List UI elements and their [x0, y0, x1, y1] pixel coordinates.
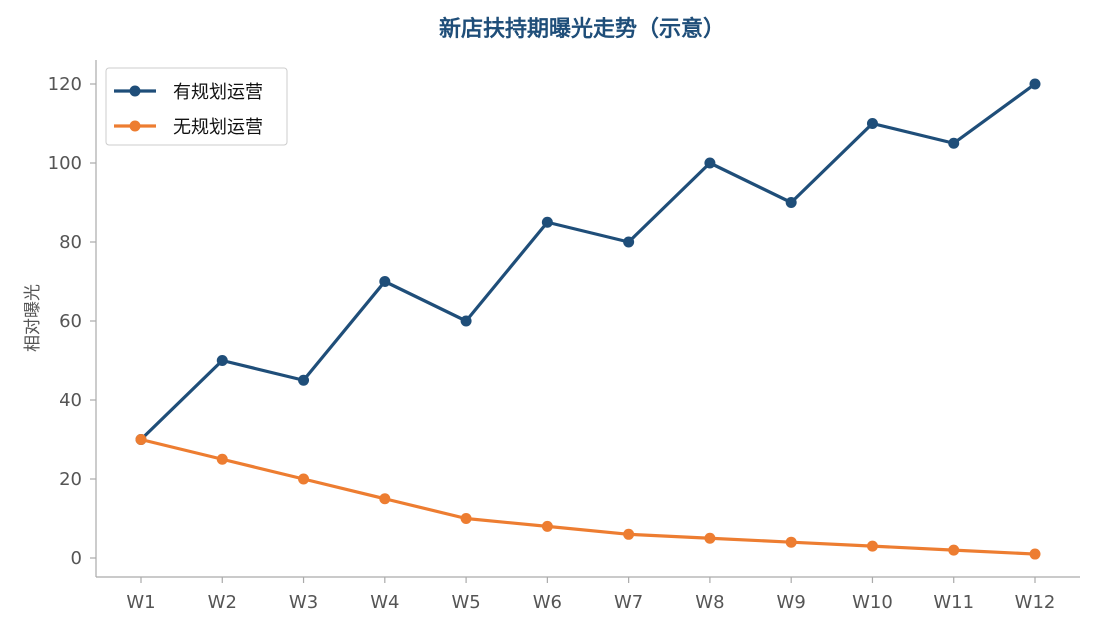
- data-point: [541, 520, 553, 532]
- data-point: [216, 355, 228, 366]
- x-tick-label: W7: [614, 592, 643, 613]
- series-2: [135, 434, 1041, 560]
- data-point: [704, 157, 716, 169]
- x-tick-label: W3: [289, 592, 318, 613]
- data-point: [298, 374, 310, 386]
- y-tick-label: 60: [59, 311, 82, 332]
- series-layer: [135, 78, 1041, 560]
- x-tick-label: W10: [852, 592, 893, 613]
- y-ticks: 0 20 40 60 80 100 120: [48, 74, 96, 569]
- axes: [95, 60, 1080, 578]
- x-tick-label: W6: [533, 592, 562, 613]
- legend-label: 无规划运营: [173, 117, 263, 138]
- data-point: [704, 532, 716, 544]
- data-point: [379, 276, 391, 287]
- y-axis-title: 相对曝光: [23, 284, 43, 352]
- legend-swatch-marker: [129, 120, 141, 132]
- x-tick-label: W1: [126, 592, 155, 613]
- x-tick-label: W5: [451, 592, 480, 613]
- data-point: [541, 216, 553, 228]
- data-point: [785, 536, 797, 548]
- data-point: [460, 315, 472, 327]
- data-point: [298, 473, 310, 485]
- y-tick-label: 0: [71, 548, 82, 569]
- data-point: [460, 513, 472, 524]
- y-tick-label: 20: [59, 469, 82, 490]
- data-point: [379, 493, 391, 505]
- y-tick-label: 120: [48, 74, 82, 95]
- data-point: [785, 197, 797, 208]
- data-point: [216, 453, 228, 465]
- data-point: [1029, 548, 1041, 560]
- x-ticks: W1 W2 W3 W4 W5 W6 W7 W8 W9 W10 W11 W12: [126, 577, 1055, 613]
- legend-label: 有规划运营: [173, 82, 263, 103]
- data-point: [135, 434, 147, 445]
- y-tick-label: 80: [59, 232, 82, 253]
- x-tick-label: W8: [695, 592, 724, 613]
- x-tick-label: W11: [933, 592, 974, 613]
- series-line: [139, 437, 1037, 556]
- chart-title: 新店扶持期曝光走势（示意）: [439, 16, 725, 42]
- legend-swatch-marker: [129, 85, 141, 97]
- x-tick-label: W9: [777, 592, 806, 613]
- x-tick-label: W12: [1015, 592, 1056, 613]
- data-point: [623, 236, 635, 248]
- data-point: [866, 540, 878, 552]
- x-tick-label: W4: [370, 592, 399, 613]
- data-point: [1029, 78, 1041, 90]
- data-point: [948, 544, 960, 556]
- data-point: [623, 528, 635, 540]
- x-tick-label: W2: [208, 592, 237, 613]
- y-tick-label: 40: [59, 390, 82, 411]
- data-point: [866, 118, 878, 129]
- data-point: [948, 137, 960, 149]
- series-line: [139, 82, 1037, 442]
- y-tick-label: 100: [48, 153, 82, 174]
